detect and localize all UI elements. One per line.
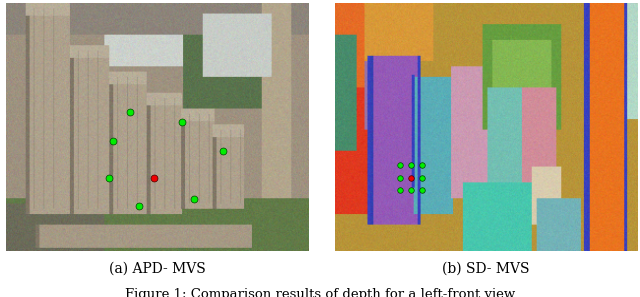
Text: Figure 1: Comparison results of depth for a left-front view: Figure 1: Comparison results of depth fo… (125, 288, 515, 297)
Text: (b) SD- MVS: (b) SD- MVS (442, 261, 530, 275)
Text: (a) APD- MVS: (a) APD- MVS (109, 261, 206, 275)
